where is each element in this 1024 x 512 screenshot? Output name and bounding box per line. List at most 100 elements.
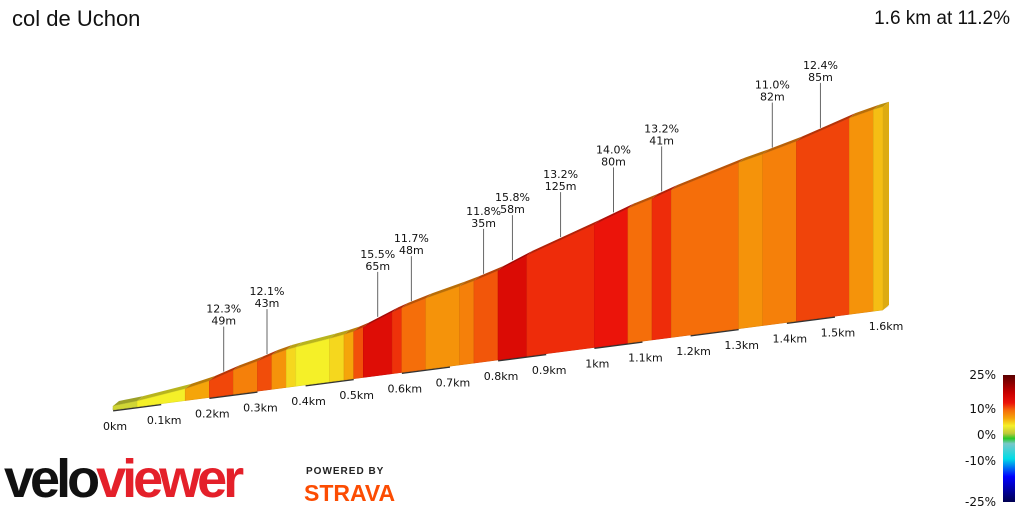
x-tick-label: 1.1km bbox=[628, 351, 663, 364]
annotation-length: 82m bbox=[760, 91, 785, 104]
gradient-segment bbox=[627, 198, 653, 344]
gradient-segment bbox=[295, 338, 330, 387]
annotation-length: 43m bbox=[255, 297, 280, 310]
segment-top-face bbox=[473, 265, 504, 281]
segment-top-face bbox=[425, 281, 466, 299]
segment-top-face bbox=[459, 275, 480, 287]
legend-label: -25% bbox=[965, 495, 996, 509]
gradient-segment bbox=[651, 189, 672, 341]
gradient-segment bbox=[497, 255, 528, 361]
segment-top-face bbox=[401, 293, 432, 309]
segment-top-face bbox=[233, 356, 264, 371]
gradient-segment bbox=[796, 117, 850, 322]
segment-top-face bbox=[849, 104, 880, 119]
annotation-grade: 14.0% bbox=[596, 143, 631, 156]
x-tick-label: 1.5km bbox=[821, 326, 856, 339]
x-tick-label: 0.5km bbox=[339, 389, 374, 402]
segment-top-face bbox=[185, 375, 216, 389]
segment-top-face bbox=[594, 203, 634, 225]
annotation-grade: 11.8% bbox=[466, 205, 501, 218]
gradient-segment bbox=[363, 312, 393, 378]
climb-title: col de Uchon bbox=[12, 6, 141, 31]
x-tick-label: 0.3km bbox=[243, 401, 278, 414]
legend-label: 25% bbox=[969, 368, 996, 382]
annotation-length: 85m bbox=[808, 71, 833, 84]
segment-top-face bbox=[353, 322, 370, 332]
segment-top-face bbox=[257, 350, 278, 362]
segment-top-face bbox=[738, 149, 769, 163]
x-tick-label: 0km bbox=[103, 420, 127, 433]
gradient-segment bbox=[329, 334, 345, 383]
gradient-segment bbox=[738, 153, 763, 330]
x-tick-label: 1.3km bbox=[724, 339, 759, 352]
segment-top-face bbox=[627, 193, 658, 209]
segment-top-face bbox=[796, 113, 856, 142]
gradient-legend-bar bbox=[1003, 375, 1015, 502]
logo-viewer: viewer bbox=[96, 449, 244, 509]
x-tick-label: 1.2km bbox=[676, 345, 711, 358]
gradient-segment bbox=[353, 326, 364, 380]
segment-top-face bbox=[344, 326, 360, 335]
annotation-length: 58m bbox=[500, 203, 525, 216]
segment-top-face bbox=[295, 333, 336, 348]
annotation-grade: 11.7% bbox=[394, 232, 429, 245]
gradient-segment bbox=[391, 307, 402, 375]
gradient-segment bbox=[849, 109, 874, 315]
annotation-length: 49m bbox=[211, 315, 236, 328]
segment-top-face bbox=[286, 342, 302, 350]
gradient-segment bbox=[271, 349, 287, 390]
segment-top-face bbox=[363, 307, 399, 328]
legend-label: 10% bbox=[969, 402, 996, 416]
gradient-segment bbox=[459, 280, 475, 366]
climb-summary: 1.6 km at 11.2% bbox=[874, 8, 1010, 29]
annotation-length: 41m bbox=[649, 134, 674, 147]
legend-label: -10% bbox=[965, 454, 996, 468]
x-tick-label: 0.8km bbox=[484, 370, 519, 383]
annotation-length: 65m bbox=[365, 260, 390, 273]
gradient-segment bbox=[671, 162, 739, 338]
x-tick-label: 0.7km bbox=[436, 376, 471, 389]
segment-top-face bbox=[137, 383, 192, 402]
annotation-grade: 15.8% bbox=[495, 191, 530, 204]
annotation-grade: 12.1% bbox=[250, 285, 285, 298]
legend-label: 0% bbox=[977, 428, 996, 442]
annotation-grade: 11.0% bbox=[755, 79, 790, 92]
x-tick-label: 0.2km bbox=[195, 408, 230, 421]
segment-top-face bbox=[113, 396, 144, 406]
gradient-segment bbox=[233, 360, 258, 395]
segment-top-face bbox=[329, 329, 350, 339]
segment-top-face bbox=[209, 365, 240, 381]
x-tick-label: 0.1km bbox=[147, 414, 182, 427]
x-tick-label: 0.6km bbox=[387, 383, 422, 396]
annotation-length: 35m bbox=[471, 217, 496, 230]
x-tick-label: 1.4km bbox=[772, 333, 807, 346]
annotation-grade: 13.2% bbox=[543, 168, 578, 181]
segment-top-face bbox=[526, 219, 601, 256]
powered-by-label: POWERED BY bbox=[306, 466, 385, 477]
x-tick-label: 1.6km bbox=[869, 320, 904, 333]
x-tick-label: 1km bbox=[585, 358, 609, 371]
gradient-segment bbox=[286, 346, 297, 388]
segment-top-face bbox=[498, 250, 533, 271]
gradient-segment bbox=[473, 270, 499, 364]
gradient-segment bbox=[762, 141, 797, 326]
annotation-length: 48m bbox=[399, 244, 424, 257]
annotation-grade: 12.3% bbox=[206, 303, 241, 316]
gradient-segment bbox=[526, 224, 595, 357]
gradient-segment bbox=[425, 286, 460, 370]
annotation-grade: 13.2% bbox=[644, 122, 679, 135]
annotation-grade: 15.5% bbox=[360, 248, 395, 261]
annotation-grade: 12.4% bbox=[803, 59, 838, 72]
x-tick-label: 0.9km bbox=[532, 364, 567, 377]
veloviewer-logo[interactable]: veloviewer bbox=[4, 448, 244, 510]
segment-top-face bbox=[671, 157, 745, 190]
gradient-segment bbox=[401, 297, 427, 373]
annotation-length: 125m bbox=[545, 180, 577, 193]
segment-top-face bbox=[652, 184, 678, 199]
gradient-segment bbox=[873, 106, 884, 312]
strava-logo[interactable]: STRAVA bbox=[304, 480, 396, 506]
profile-end-face bbox=[883, 101, 889, 310]
gradient-segment bbox=[257, 354, 273, 392]
gradient-segment bbox=[594, 208, 629, 348]
